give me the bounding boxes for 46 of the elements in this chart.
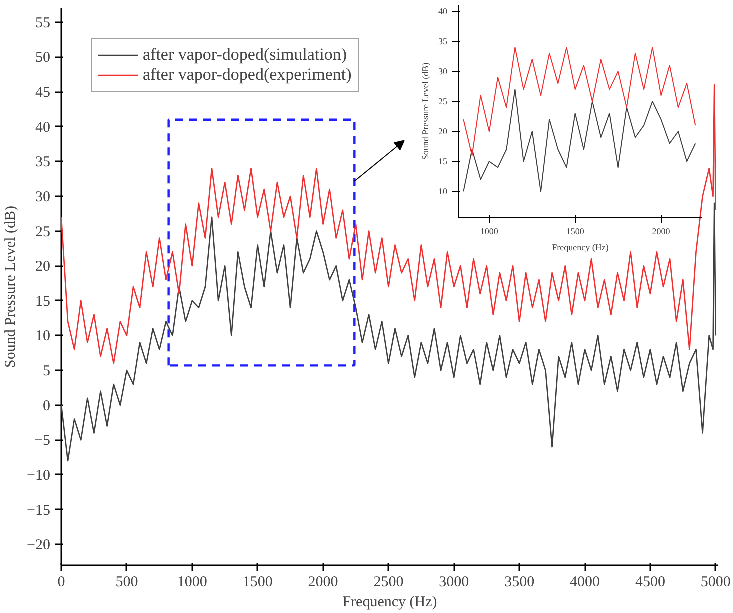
y-tick-label: 25 [36,224,50,240]
x-axis-title: Frequency (Hz) [552,242,609,252]
legend-label: after vapor-doped(simulation) [143,45,348,65]
x-tick-label: 3000 [439,574,470,590]
y-tick-label: 55 [36,15,50,32]
x-tick-label: 1500 [242,574,273,590]
y-tick-label: 50 [36,50,50,66]
y-tick-label: 40 [438,6,448,17]
y-tick-label: 0 [43,398,50,414]
y-tick-label: 35 [36,154,50,171]
x-tick-label: 2000 [308,574,338,590]
y-tick-label: 10 [438,186,448,197]
y-tick-label: 45 [36,85,50,102]
y-tick-label: 40 [36,120,50,136]
line-series [463,89,696,192]
x-tick-label: 2500 [374,574,404,590]
y-tick-label: 30 [438,66,448,77]
y-axis-title: Sound Pressure Level (dB) [420,62,430,160]
y-tick-label: 30 [36,189,50,206]
y-axis-title: Sound Pressure Level (dB) [3,206,20,368]
y-tick-label: 35 [438,36,448,47]
x-tick-label: 4500 [635,574,666,590]
y-tick-label: 10 [36,328,50,345]
y-tick-label: −20 [27,538,51,554]
line-series [463,47,696,156]
y-tick-label: 20 [36,259,50,276]
x-tick-label: 3500 [504,574,535,590]
y-tick-label: 25 [438,96,448,107]
x-tick-label: 5000 [700,574,731,590]
x-tick-label: 1000 [480,226,499,236]
y-tick-label: −10 [27,468,51,484]
x-tick-label: 2000 [652,226,671,236]
x-tick-label: 500 [116,574,138,590]
x-tick-label: 1500 [566,226,585,236]
x-tick-label: 4000 [570,574,600,590]
y-tick-label: −5 [34,433,51,450]
x-axis-title: Frequency (Hz) [342,594,438,610]
y-tick-label: 15 [36,294,50,310]
line-series [60,202,717,462]
y-tick-label: 5 [43,364,50,380]
y-tick-label: −15 [27,502,51,519]
legend-label: after vapor-doped(experiment) [143,65,352,85]
x-tick-label: 1000 [177,574,208,590]
y-tick-label: 20 [438,126,448,137]
x-tick-label: 0 [58,574,66,590]
y-tick-label: 15 [438,156,448,167]
